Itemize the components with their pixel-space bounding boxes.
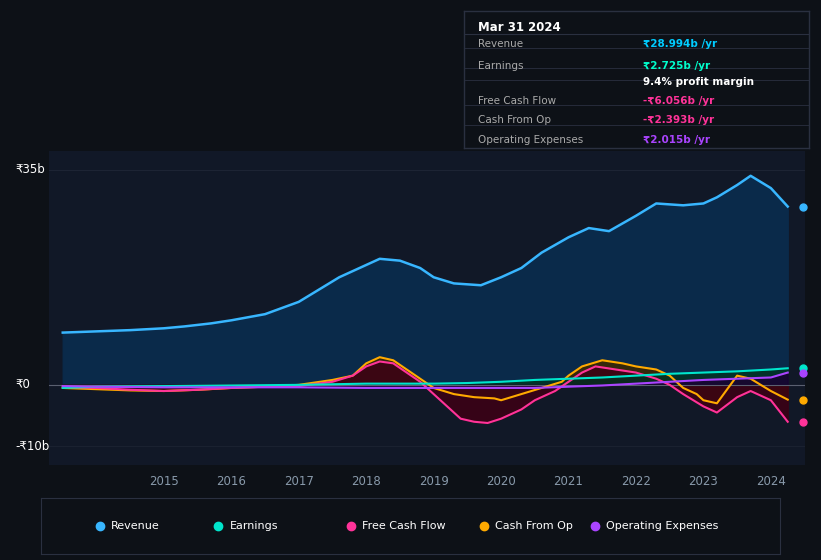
Text: Free Cash Flow: Free Cash Flow <box>363 521 446 531</box>
Text: Earnings: Earnings <box>478 60 523 71</box>
Text: Free Cash Flow: Free Cash Flow <box>478 96 556 106</box>
Text: ₹35b: ₹35b <box>16 163 45 176</box>
Text: Cash From Op: Cash From Op <box>496 521 573 531</box>
Text: -₹10b: -₹10b <box>16 440 49 453</box>
Text: ₹0: ₹0 <box>16 379 30 391</box>
Text: Cash From Op: Cash From Op <box>478 115 551 125</box>
Text: -₹6.056b /yr: -₹6.056b /yr <box>643 96 714 106</box>
Text: Revenue: Revenue <box>478 39 523 49</box>
Text: -₹2.393b /yr: -₹2.393b /yr <box>643 115 714 125</box>
Text: Operating Expenses: Operating Expenses <box>606 521 718 531</box>
Text: Revenue: Revenue <box>112 521 160 531</box>
Text: ₹2.725b /yr: ₹2.725b /yr <box>643 60 710 71</box>
Text: Mar 31 2024: Mar 31 2024 <box>478 21 561 34</box>
Text: Earnings: Earnings <box>230 521 278 531</box>
Text: ₹2.015b /yr: ₹2.015b /yr <box>643 135 710 144</box>
Text: Operating Expenses: Operating Expenses <box>478 135 583 144</box>
Text: ₹28.994b /yr: ₹28.994b /yr <box>643 39 718 49</box>
Text: 9.4% profit margin: 9.4% profit margin <box>643 77 754 87</box>
